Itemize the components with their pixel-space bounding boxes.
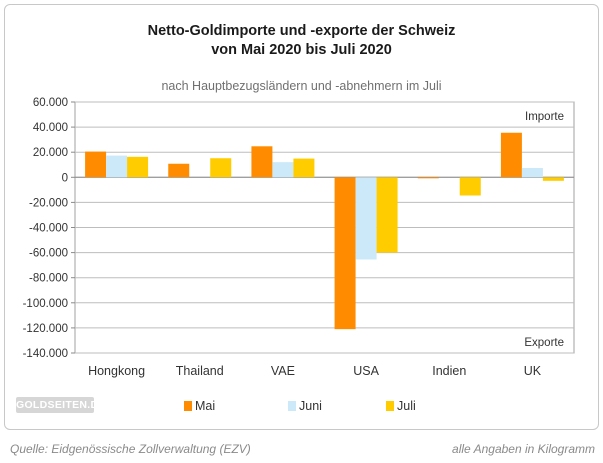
goldseiten-logo: GOLDSEITEN.DE: [16, 397, 106, 413]
legend-label-mai: Mai: [195, 399, 215, 413]
annotation-exporte: Exporte: [524, 337, 564, 349]
y-tick-label: -140.000: [23, 348, 68, 360]
legend-swatch-mai: [184, 401, 192, 411]
x-category-label: USA: [353, 364, 379, 378]
y-tick-label: 20.000: [33, 147, 68, 159]
legend-label-juli: Juli: [397, 399, 416, 413]
bar-juni-vae: [272, 162, 294, 178]
x-category-label: VAE: [271, 364, 295, 378]
bar-mai-usa: [334, 177, 356, 330]
source-note: Quelle: Eidgenössische Zollverwaltung (E…: [10, 442, 251, 456]
legend-swatch-juli: [386, 401, 394, 411]
bar-juli-indien: [459, 177, 481, 196]
x-category-label: Thailand: [176, 364, 224, 378]
unit-note: alle Angaben in Kilogramm: [452, 442, 595, 456]
bar-juni-usa: [355, 177, 377, 260]
chart-subtitle: nach Hauptbezugsländern und -abnehmern i…: [161, 79, 442, 93]
legend-swatch-juni: [288, 401, 296, 411]
y-tick-label: -20.000: [29, 197, 68, 209]
x-category-label: Indien: [432, 364, 466, 378]
bar-mai-uk: [500, 132, 522, 178]
bar-mai-hongkong: [85, 151, 107, 178]
bar-juli-vae: [293, 158, 315, 178]
bar-juli-thailand: [210, 158, 232, 178]
y-tick-label: -60.000: [29, 248, 68, 260]
bar-mai-thailand: [168, 163, 190, 178]
chart-title-line1: Netto-Goldimporte und -exporte der Schwe…: [147, 23, 456, 39]
x-category-label: Hongkong: [88, 364, 145, 378]
bar-juni-uk: [521, 168, 543, 178]
bar-mai-vae: [251, 146, 273, 178]
bar-juni-hongkong: [106, 155, 128, 178]
chart-title: Netto-Goldimporte und -exporte der Schwe…: [0, 22, 603, 60]
y-tick-label: -120.000: [23, 323, 68, 335]
y-tick-label: -80.000: [29, 273, 68, 285]
bar-juli-usa: [376, 177, 398, 253]
y-tick-label: 60.000: [33, 97, 68, 109]
y-tick-label: 40.000: [33, 122, 68, 134]
x-category-label: UK: [524, 364, 542, 378]
bar-juli-hongkong: [127, 156, 149, 178]
bar-juli-uk: [542, 177, 564, 181]
y-tick-label: -40.000: [29, 223, 68, 235]
chart-title-line2: von Mai 2020 bis Juli 2020: [211, 42, 392, 58]
annotation-importe: Importe: [525, 111, 564, 123]
y-tick-label: 0: [62, 172, 68, 184]
y-tick-label: -100.000: [23, 298, 68, 310]
legend-label-juni: Juni: [299, 399, 322, 413]
bar-mai-indien: [417, 177, 439, 179]
